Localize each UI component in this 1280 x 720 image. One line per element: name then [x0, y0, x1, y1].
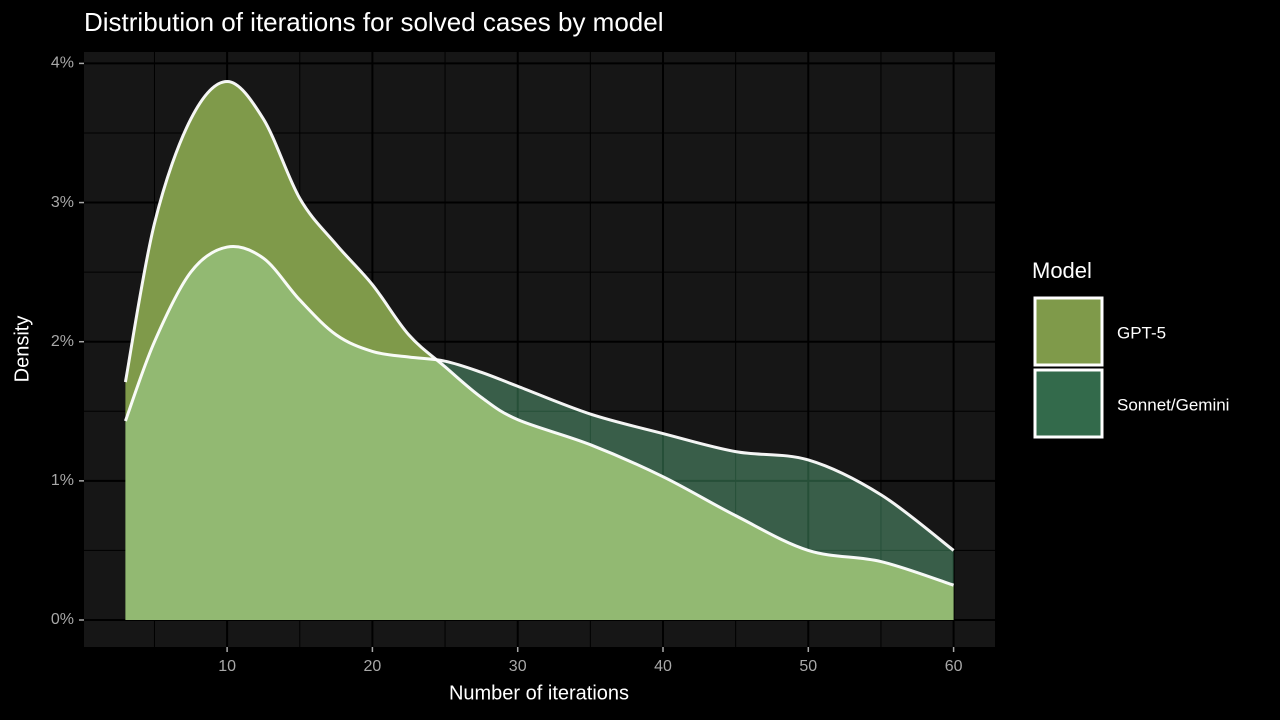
legend-key	[1033, 368, 1104, 439]
legend-key	[1033, 296, 1104, 367]
legend-title: Model	[1032, 258, 1092, 283]
y-tick-label: 2%	[51, 333, 74, 350]
y-axis-title: Density	[11, 316, 33, 383]
y-tick-label: 1%	[51, 472, 74, 489]
chart-title: Distribution of iterations for solved ca…	[84, 7, 664, 37]
x-tick-label: 30	[509, 658, 527, 675]
x-axis-title: Number of iterations	[449, 682, 629, 704]
density-area	[125, 246, 954, 621]
x-tick-label: 50	[799, 658, 817, 675]
legend-label: GPT-5	[1117, 323, 1166, 342]
x-tick-label: 20	[364, 658, 382, 675]
x-tick-label: 10	[218, 658, 236, 675]
legend-label: Sonnet/Gemini	[1117, 395, 1229, 414]
x-tick-label: 60	[945, 658, 963, 675]
y-tick-label: 0%	[51, 611, 74, 628]
x-tick-label: 40	[654, 658, 672, 675]
y-tick-label: 3%	[51, 194, 74, 211]
y-tick-label: 4%	[51, 55, 74, 72]
density-line	[124, 245, 955, 552]
